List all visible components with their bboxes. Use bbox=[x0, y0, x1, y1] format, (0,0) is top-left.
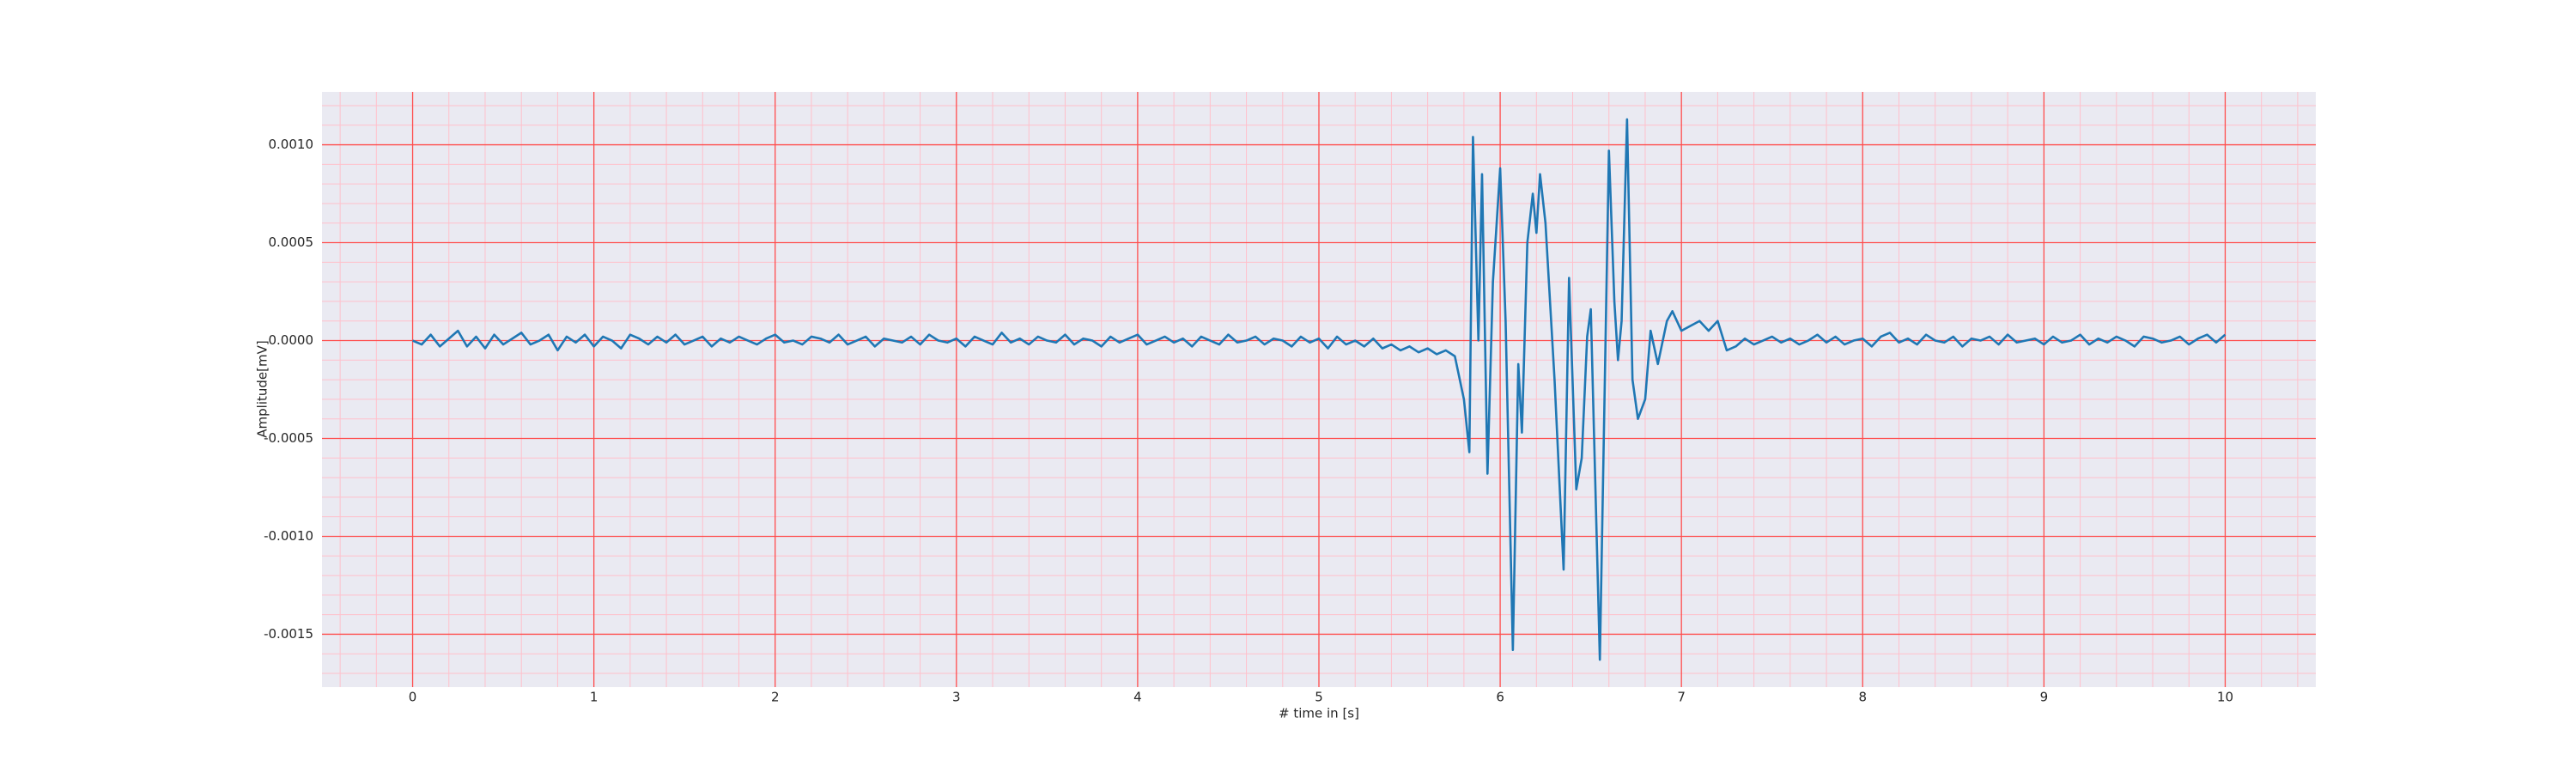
x-tick-label: 1 bbox=[590, 690, 598, 705]
y-tick-label: 0.0010 bbox=[269, 137, 314, 152]
x-tick-label: 4 bbox=[1133, 690, 1142, 705]
x-tick-label: 2 bbox=[771, 690, 780, 705]
x-axis-label: # time in [s] bbox=[1279, 706, 1359, 721]
signal-line bbox=[412, 118, 2227, 661]
y-tick-label: -0.0015 bbox=[264, 626, 313, 642]
x-tick-label: 6 bbox=[1496, 690, 1504, 705]
x-tick-label: 8 bbox=[1858, 690, 1867, 705]
y-tick-label: -0.0005 bbox=[264, 430, 313, 446]
x-tick-label: 5 bbox=[1315, 690, 1323, 705]
x-tick-label: 10 bbox=[2217, 690, 2233, 705]
y-tick-label: 0.0005 bbox=[269, 234, 314, 250]
y-axis-label: Amplitude[mV] bbox=[255, 340, 270, 437]
x-tick-label: 3 bbox=[952, 690, 961, 705]
y-tick-label: -0.0010 bbox=[264, 528, 313, 544]
x-tick-label: 9 bbox=[2040, 690, 2049, 705]
x-tick-label: 0 bbox=[409, 690, 417, 705]
x-tick-label: 7 bbox=[1677, 690, 1686, 705]
y-tick-label: 0.0000 bbox=[269, 332, 314, 348]
